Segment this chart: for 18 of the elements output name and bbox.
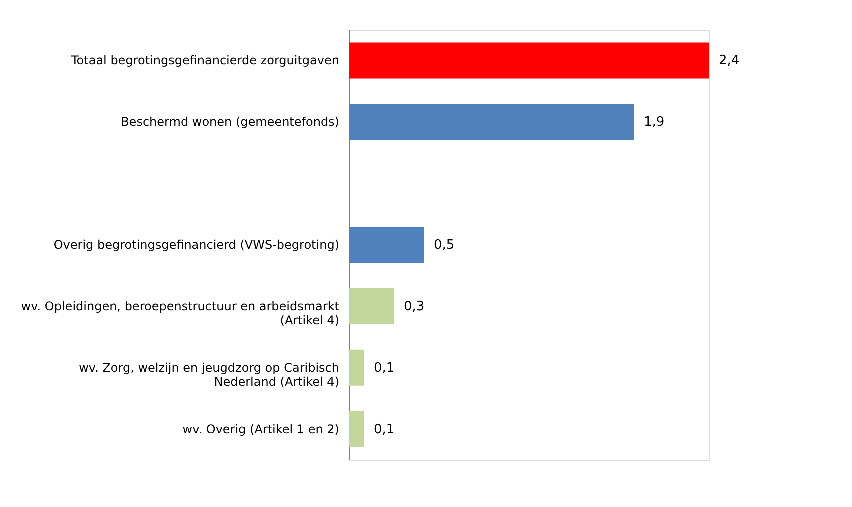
data-label: 0,3	[404, 299, 425, 314]
y-tick-label: wv. Opleidingen, beroepenstructuur en arbeidsmarkt (Artikel 4)	[21, 299, 340, 328]
y-tick-label: wv. Overig (Artikel 1 en 2)	[182, 422, 340, 436]
y-tick-label: Overig begrotingsgefinancierd (VWS-begroting)	[54, 238, 340, 252]
bar	[349, 42, 709, 79]
bar	[349, 350, 364, 386]
y-tick-label: Totaal begrotingsgefinancierde zorguitgaven	[70, 54, 340, 68]
data-label: 1,9	[644, 115, 665, 130]
y-tick-label: Beschermd wonen (gemeentefonds)	[121, 115, 340, 130]
bar	[349, 411, 364, 448]
bar	[349, 104, 634, 140]
data-label: 2,4	[719, 54, 740, 69]
y-tick-label: wv. Zorg, welzijn en jeugdzorg op Caribisch Nederland (Artikel 4)	[79, 360, 340, 389]
data-label: 0,1	[374, 422, 395, 438]
bar	[349, 288, 394, 324]
data-label: 0,5	[434, 238, 455, 253]
bar	[349, 227, 424, 263]
data-label: 0,1	[374, 360, 395, 376]
